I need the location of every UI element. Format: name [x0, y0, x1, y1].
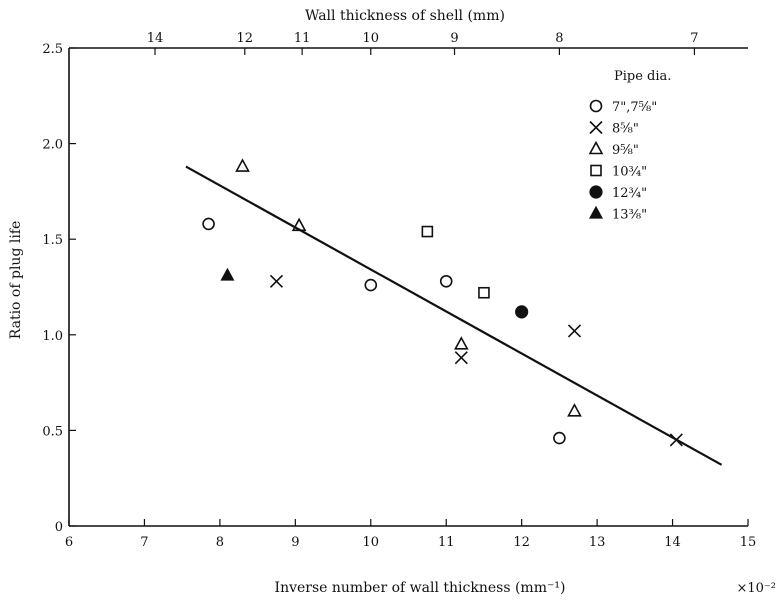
legend-label: 13⅜"	[612, 208, 647, 223]
point-circle	[441, 276, 452, 287]
x-tick-label: 9	[291, 535, 299, 550]
x-tick-label: 6	[65, 535, 73, 550]
point-circle-filled	[516, 306, 528, 318]
point-x	[670, 434, 682, 446]
y-tick-label: 0.5	[42, 424, 63, 439]
x-axis-title: Inverse number of wall thickness (mm⁻¹)	[275, 580, 566, 596]
point-triangle	[455, 338, 467, 349]
y-tick-label: 0	[55, 520, 63, 535]
top-tick-label: 8	[555, 31, 563, 46]
legend-marker-circle	[591, 101, 602, 112]
top-tick-label: 12	[237, 31, 254, 46]
point-square	[422, 227, 432, 237]
legend-marker-circle-filled	[590, 186, 602, 198]
y-axis-title: Ratio of plug life	[8, 221, 24, 340]
point-x	[568, 325, 580, 337]
point-x	[270, 275, 282, 287]
legend-label: 10¾"	[612, 165, 647, 180]
x-tick-label: 10	[363, 535, 380, 550]
x-tick-label: 15	[740, 535, 757, 550]
legend-marker-triangle-filled	[590, 207, 602, 218]
x-tick-label: 7	[140, 535, 148, 550]
point-x	[455, 352, 467, 364]
point-triangle	[568, 405, 580, 416]
y-tick-label: 2.5	[42, 42, 63, 57]
top-axis-title: Wall thickness of shell (mm)	[305, 8, 505, 24]
x-tick-label: 11	[438, 535, 455, 550]
legend-label: 7",7⅝"	[612, 100, 657, 115]
top-tick-label: 9	[450, 31, 458, 46]
top-tick-label: 10	[363, 31, 380, 46]
point-square	[479, 288, 489, 298]
legend-title: Pipe dia.	[614, 69, 671, 84]
top-axis-ticks: 14 12 11 10 9 8 7	[147, 31, 699, 55]
point-triangle-filled	[221, 269, 233, 280]
y-tick-label: 1.5	[42, 233, 63, 248]
x-tick-label: 13	[589, 535, 606, 550]
top-tick-label: 7	[690, 31, 698, 46]
point-circle	[554, 433, 565, 444]
x-tick-label: 12	[513, 535, 530, 550]
legend-label: 8⅝"	[612, 122, 639, 137]
legend-marker-square	[591, 166, 601, 176]
legend: Pipe dia. 7",7⅝" 8⅝" 9⅝" 10¾" 12¾" 13⅜"	[590, 69, 671, 223]
top-tick-label: 14	[147, 31, 164, 46]
y-tick-label: 2.0	[42, 138, 63, 153]
legend-label: 9⅝"	[612, 143, 639, 158]
x-axis-ticks: 6 7 8 9 10 11 12 13 14 15	[65, 519, 756, 550]
legend-label: 12¾"	[612, 186, 647, 201]
x-tick-label: 14	[664, 535, 681, 550]
axes	[69, 48, 748, 526]
legend-marker-x	[590, 122, 602, 134]
point-circle	[203, 218, 214, 229]
x-axis-multiplier: ×10⁻²	[736, 581, 776, 596]
legend-marker-triangle	[590, 143, 602, 154]
point-triangle	[237, 160, 249, 171]
y-tick-label: 1.0	[42, 329, 63, 344]
point-circle	[365, 280, 376, 291]
top-tick-label: 11	[294, 31, 311, 46]
x-tick-label: 8	[216, 535, 224, 550]
y-axis-ticks: 0 0.5 1.0 1.5 2.0 2.5	[42, 42, 76, 535]
